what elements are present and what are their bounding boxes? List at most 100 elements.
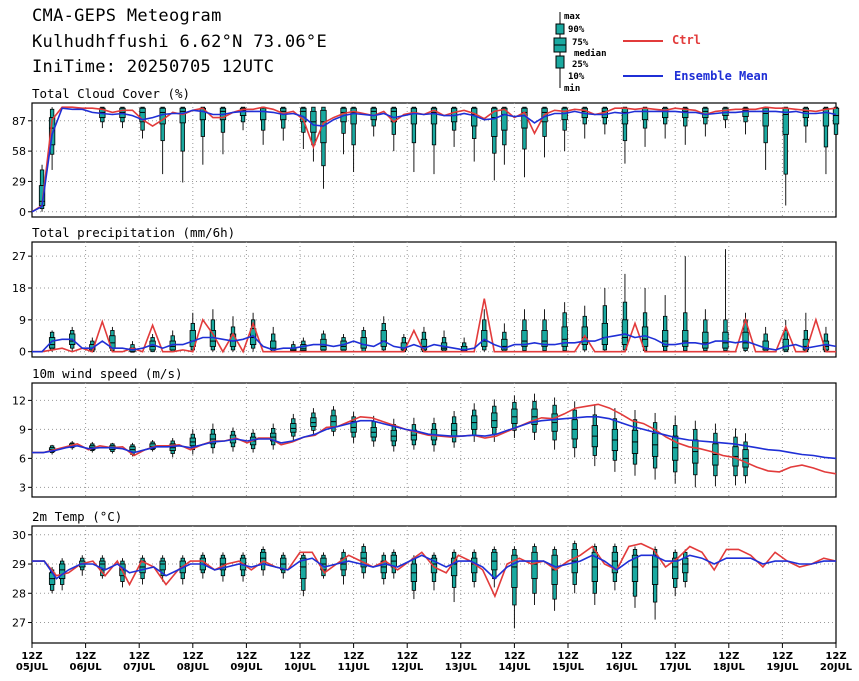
box-lower-tail xyxy=(70,344,75,349)
box-upper-tail xyxy=(321,554,326,559)
box-lower-tail xyxy=(663,345,668,352)
box-plot xyxy=(601,288,608,352)
box-lower-tail xyxy=(341,569,346,577)
box-plot xyxy=(591,404,598,467)
box-upper-tail xyxy=(472,551,477,559)
box-upper-tail xyxy=(642,312,648,328)
y-tick-label: 9 xyxy=(19,314,26,327)
box-lower-tail xyxy=(602,117,607,125)
legend-max-label: max xyxy=(564,12,581,22)
box-plot xyxy=(672,549,679,597)
box-lower-tail xyxy=(391,440,396,447)
box-upper-tail xyxy=(240,554,246,559)
box-plot xyxy=(280,552,287,579)
box-upper-tail xyxy=(160,557,165,562)
y-tick-label: 87 xyxy=(12,115,26,128)
box-plot xyxy=(440,330,448,353)
y-tick-label: 29 xyxy=(12,558,26,571)
y-tick-label: 3 xyxy=(19,481,26,494)
box-plot xyxy=(380,552,387,585)
box-lower-tail xyxy=(512,587,517,606)
y-tick-label: 30 xyxy=(12,529,26,542)
x-tick-date: 10JUL xyxy=(284,662,317,673)
box-lower-tail xyxy=(803,117,808,127)
box-lower-tail xyxy=(673,459,678,473)
box-plot xyxy=(199,106,207,165)
box-iqr xyxy=(621,319,629,346)
box-upper-tail xyxy=(291,418,296,424)
panel-title: 10m wind speed (m/s) xyxy=(32,366,183,381)
box-plot xyxy=(621,273,629,352)
x-tick-hour: 12Z xyxy=(718,651,739,662)
box-lower-tail xyxy=(522,345,527,352)
box-plot xyxy=(611,408,619,472)
panel-3: 2m Temp (°C) 27 28 29 30 xyxy=(12,509,837,644)
box-lower-tail xyxy=(532,578,537,594)
box-upper-tail xyxy=(321,333,326,340)
box-plot xyxy=(340,549,347,585)
box-lower-tail xyxy=(693,462,698,476)
y-tick-label: 27 xyxy=(12,250,26,263)
box-lower-tail xyxy=(210,443,216,449)
box-plot xyxy=(290,341,297,353)
box-plot xyxy=(621,106,629,164)
box-plot xyxy=(551,546,558,611)
panel-title: Total Cloud Cover (%) xyxy=(32,86,190,101)
box-upper-tail xyxy=(512,401,517,410)
box-upper-tail xyxy=(311,412,316,419)
box-upper-tail xyxy=(823,333,829,342)
box-upper-tail xyxy=(803,330,808,340)
box-lower-tail xyxy=(703,117,708,125)
box-plot xyxy=(531,393,538,440)
box-plot xyxy=(179,106,186,183)
box-lower-tail xyxy=(622,123,628,142)
box-lower-tail xyxy=(743,116,748,123)
box-upper-tail xyxy=(451,416,457,424)
box-iqr xyxy=(380,330,387,347)
box-lower-tail xyxy=(552,584,557,600)
box-upper-tail xyxy=(90,340,95,346)
box-plot xyxy=(350,106,357,173)
box-upper-tail xyxy=(522,319,527,331)
box-plot xyxy=(722,249,729,352)
box-upper-tail xyxy=(271,333,276,342)
x-tick-date: 06JUL xyxy=(70,662,103,673)
box-upper-tail xyxy=(190,433,195,439)
box-lower-tail xyxy=(683,345,688,352)
box-plot xyxy=(581,305,588,352)
x-tick-date: 17JUL xyxy=(659,662,692,673)
box-upper-tail xyxy=(170,440,175,445)
box-lower-tail xyxy=(733,465,738,477)
box-lower-tail xyxy=(743,347,748,352)
box-lower-tail xyxy=(632,581,638,597)
box-lower-tail xyxy=(783,133,788,175)
init-time-label: IniTime: 20250705 12UTC xyxy=(32,57,275,77)
box-iqr xyxy=(702,331,709,349)
box-plot xyxy=(310,408,317,436)
box-plot xyxy=(270,423,277,450)
box-lower-tail xyxy=(120,117,125,123)
box-iqr xyxy=(601,322,608,346)
box-plot xyxy=(380,316,387,352)
box-upper-tail xyxy=(582,315,587,328)
box-lower-tail xyxy=(482,345,487,351)
box-lower-tail xyxy=(220,119,226,133)
box-upper-tail xyxy=(663,315,668,331)
x-tick-date: 09JUL xyxy=(230,662,263,673)
box-lower-tail xyxy=(100,117,105,123)
box-upper-tail xyxy=(49,331,55,338)
box-upper-tail xyxy=(552,549,557,556)
box-upper-tail xyxy=(401,337,407,344)
y-tick-label: 18 xyxy=(12,282,26,295)
legend-line-samples xyxy=(623,40,663,77)
box-plot xyxy=(410,555,418,600)
box-plot xyxy=(591,543,598,605)
box-plot xyxy=(501,106,508,165)
y-tick-label: 27 xyxy=(12,617,26,630)
box-upper-tail xyxy=(763,333,768,342)
box-plot xyxy=(270,326,277,353)
x-tick-hour: 12Z xyxy=(611,651,632,662)
box-upper-tail xyxy=(512,549,517,556)
box-lower-tail xyxy=(663,117,668,125)
box-lower-tail xyxy=(150,349,155,353)
